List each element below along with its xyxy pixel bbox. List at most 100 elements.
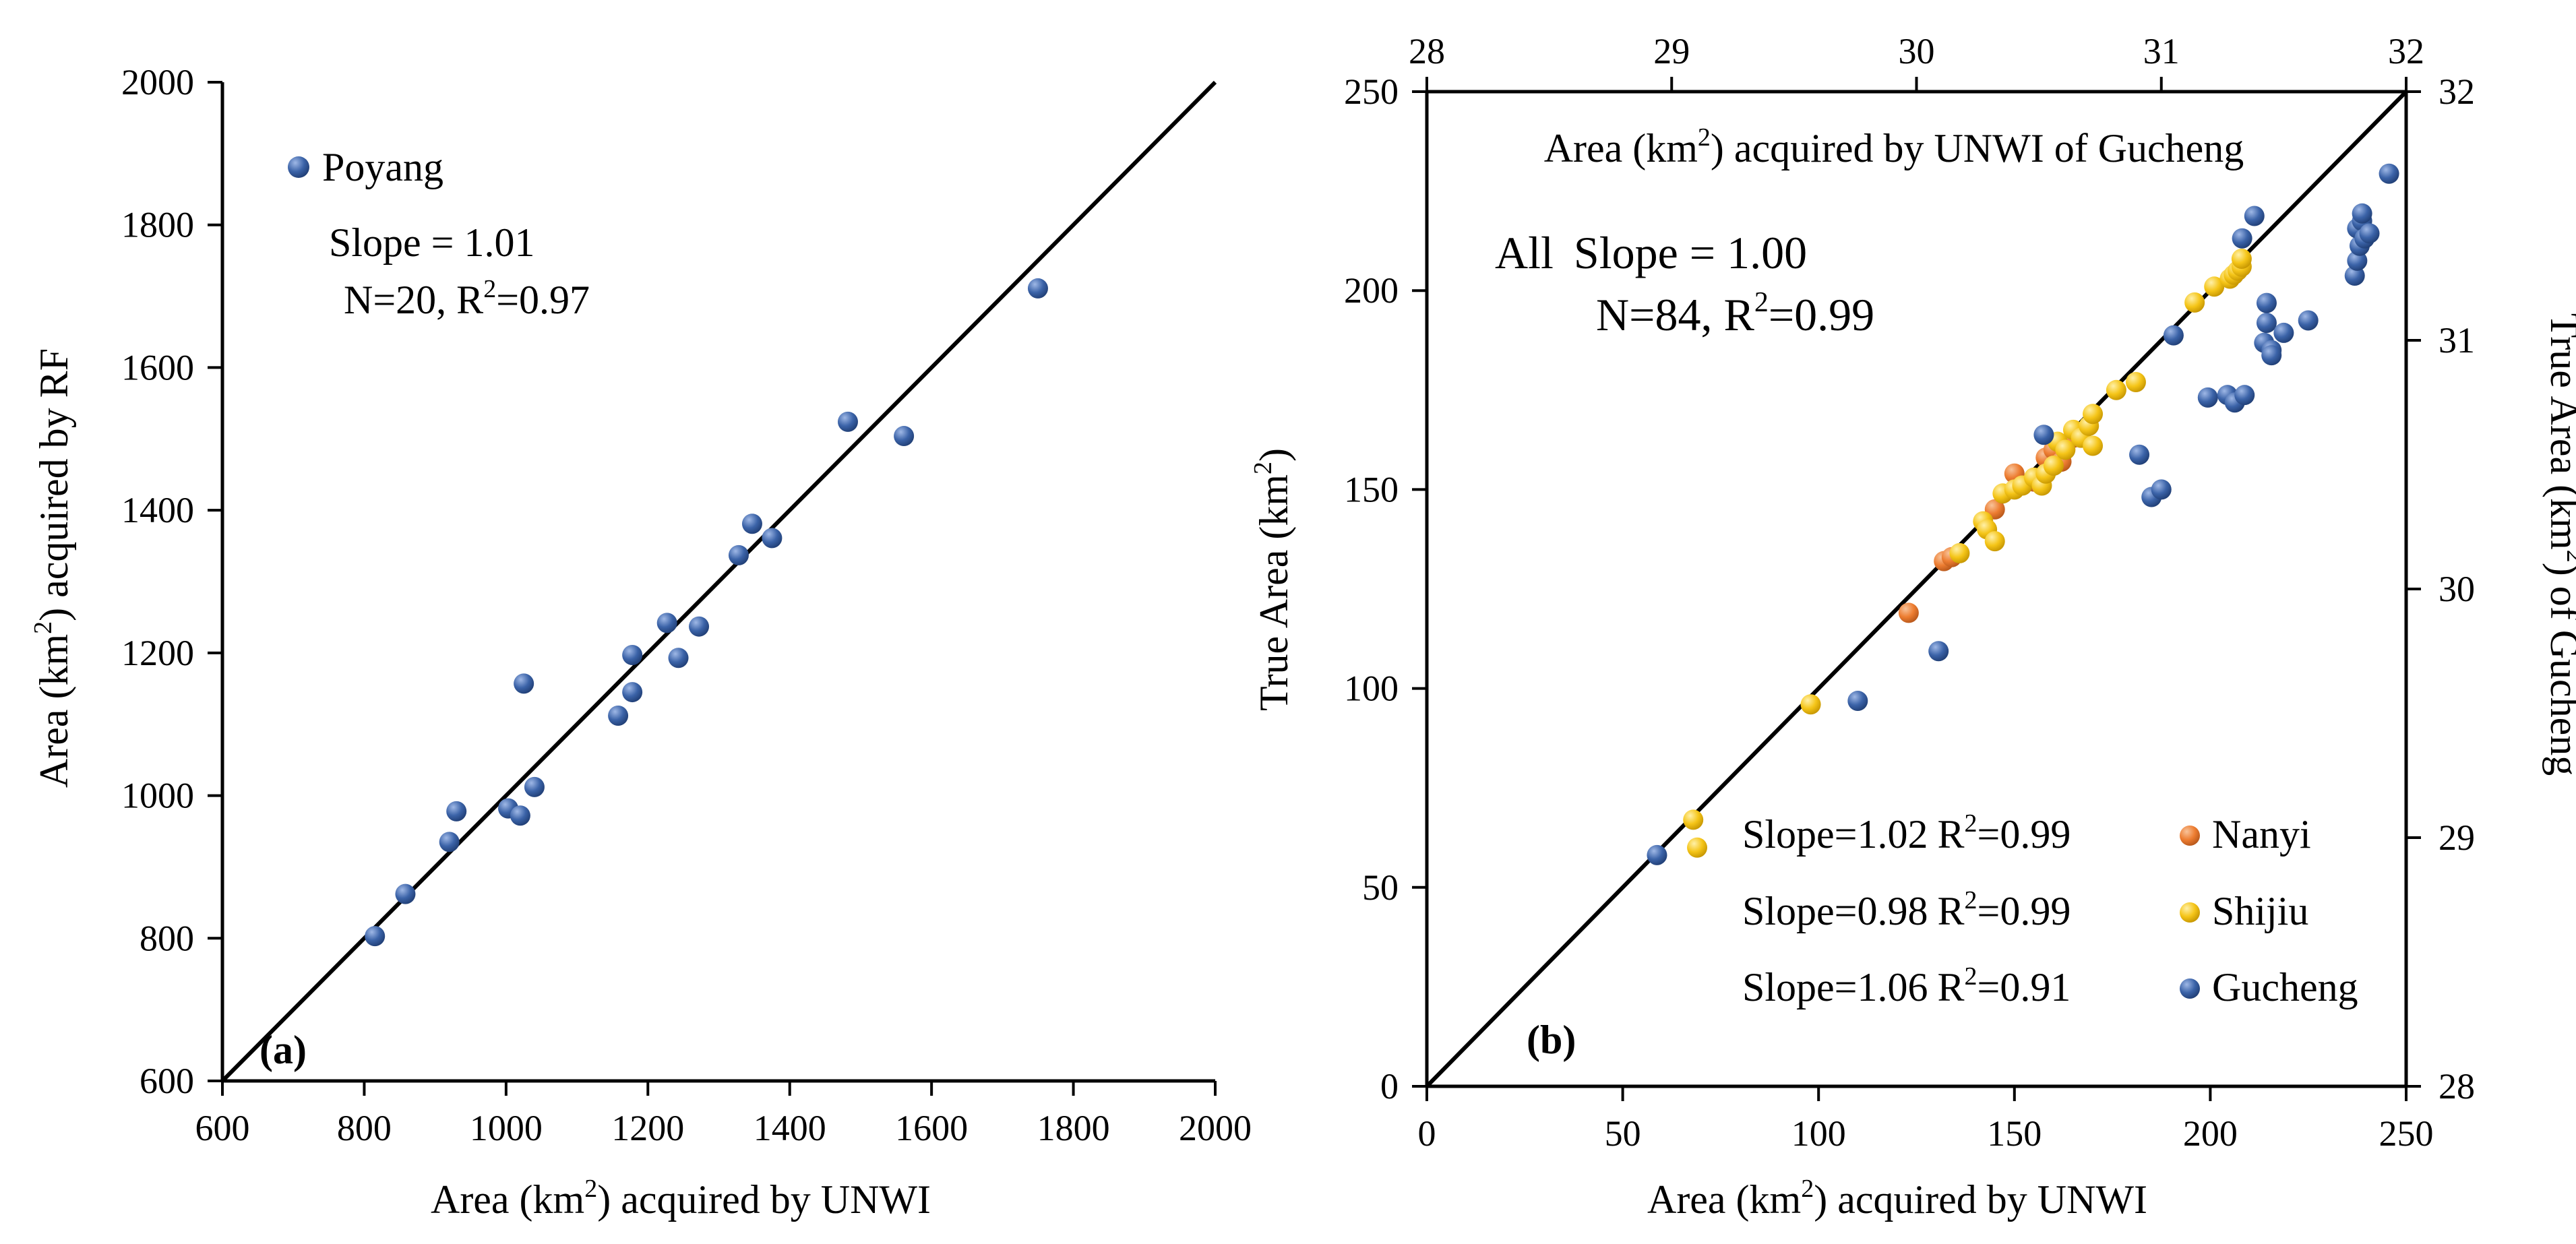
panel-b-point-shijiu [1949,542,1970,563]
panel-a-y-tick-label: 800 [140,918,194,958]
panel-a-x-tick-label: 1600 [895,1108,968,1148]
panel-b-point-shijiu [1984,531,2005,552]
panel-b-point-gucheng [2151,479,2172,500]
panel-a-legend-marker [288,156,309,178]
panel-a-x-tick-label: 1400 [754,1108,826,1148]
panel-b-point-gucheng [2129,444,2150,465]
panel-a-point-poyang [365,926,386,947]
panel-a-legend-label: Poyang [322,145,443,189]
panel-b-x-tick-label: 250 [2379,1113,2434,1154]
panel-a-point-poyang [1027,278,1048,299]
panel-a-y-tick-label: 1600 [121,347,194,387]
panel-a-x-tick-label: 1800 [1037,1108,1110,1148]
panel-a-y-tick-label: 1000 [121,776,194,816]
panel-a-y-tick-label: 1800 [121,205,194,245]
panel-b-y-tick-label: 50 [1362,867,1399,908]
panel-b-right-tick-label: 29 [2439,817,2475,858]
panel-b-point-gucheng [2347,250,2368,271]
panel-b-point-gucheng [2244,206,2265,226]
panel-b-y-tick-label: 0 [1380,1066,1399,1107]
panel-b-top-tick-label: 30 [1899,31,1935,71]
panel-a-x-axis-label: Area (km2) acquired by UNWI [431,1175,931,1222]
panel-a-x-tick-label: 800 [337,1108,392,1148]
panel-b-top-axis-label: Area (km2) acquired by UNWI of Gucheng [1544,123,2244,170]
panel-b-top-tick-label: 28 [1409,31,1445,71]
panel-a-point-poyang [395,883,416,904]
panel-b-point-shijiu [2125,371,2146,392]
panel-b-point-gucheng [1928,641,1949,662]
panel-b-label: (b) [1527,1018,1576,1062]
panel-a-point-poyang [608,706,629,726]
panel-b-point-gucheng [2163,325,2184,346]
panel-b-x-tick-label: 50 [1605,1113,1641,1154]
panel-a-x-tick-label: 600 [195,1108,250,1148]
panel-b-right-axis-label: True Area (km2) of Gucheng [2542,313,2576,776]
panel-b-y-tick-label: 200 [1344,270,1399,311]
panel-a-point-poyang [762,528,783,549]
panel-a-point-poyang [446,801,467,821]
panel-b-point-gucheng [2298,310,2319,331]
panel-b-y-tick-label: 100 [1344,668,1399,709]
panel-b-point-gucheng [2033,425,2054,445]
panel-a-point-poyang [837,411,858,432]
panel-b-point-shijiu [2231,248,2252,269]
panel-a-point-poyang [656,613,677,633]
panel-a-y-tick-label: 2000 [121,62,194,102]
panel-b-point-shijiu [2043,455,2064,476]
panel-b-point-gucheng [2359,223,2380,244]
panel-a-point-poyang [622,682,643,703]
panel-b-y-axis-label: True Area (km2) [1249,448,1296,711]
panel-b-point-gucheng [2344,266,2365,286]
panel-a: 600 800 1000 1200 1400 1600 1800 2000 600 800 1000… [29,62,1252,1222]
legend-shijiu-marker [2180,902,2200,923]
panel-b-point-gucheng [2197,387,2218,408]
panel-b-point-shijiu [2083,435,2104,456]
panel-b-right-tick-label: 32 [2439,71,2475,112]
panel-b-right-tick-label: 31 [2439,320,2475,361]
legend-nanyi-fit: Slope=1.02 R2=0.99 [1742,809,2071,857]
panel-a-point-poyang [622,645,643,666]
panel-b-x-tick-label: 150 [1987,1113,2042,1154]
panel-b-top-tick-label: 32 [2388,31,2424,71]
panel-b-point-gucheng [2379,163,2399,184]
legend-gucheng-marker [2180,978,2200,999]
panel-a-x-tick-label: 1200 [611,1108,684,1148]
panel-b-top-tick-label: 31 [2143,31,2180,71]
panel-b-legend: Slope=1.02 R2=0.99 Nanyi Slope=0.98 R2=0.9… [1742,809,2358,1009]
panel-b-point-gucheng [2261,345,2282,366]
panel-a-tick-labels: 600 800 1000 1200 1400 1600 1800 2000 600 800 1000… [121,62,1252,1148]
legend-gucheng-label: Gucheng [2212,965,2358,1009]
panel-b-point-nanyi [1898,602,1919,623]
legend-nanyi-label: Nanyi [2212,812,2311,857]
panel-b-point-shijiu [2204,276,2225,297]
panel-b-point-gucheng [2234,385,2255,406]
panel-b-stats-annotation: N=84, R2=0.99 [1596,287,1874,340]
legend-shijiu-label: Shijiu [2212,889,2308,933]
panel-b-point-gucheng [1647,844,1667,865]
panel-a-point-poyang [689,616,710,637]
panel-a-point-poyang [668,648,689,668]
panel-a-point-poyang [514,673,534,694]
panel-a-point-poyang [524,776,545,797]
panel-b-right-tick-label: 30 [2439,569,2475,609]
panel-a-point-poyang [728,545,749,565]
panel-b-point-shijiu [1683,809,1704,830]
panel-a-y-axis-label: Area (km2) acquired by RF [29,348,76,788]
panel-a-x-tick-label: 1000 [470,1108,543,1148]
panel-b-point-shijiu [1800,694,1821,715]
panel-b-x-axis-label: Area (km2) acquired by UNWI [1647,1175,2147,1222]
panel-b-top-tick-label: 29 [1653,31,1690,71]
panel-a-x-tick-label: 2000 [1179,1108,1252,1148]
panel-a-points [365,278,1048,947]
panel-a-point-poyang [510,805,530,826]
panel-a-one-to-one-line [220,80,1217,1083]
legend-gucheng-fit: Slope=1.06 R2=0.91 [1742,962,2071,1009]
panel-b-point-shijiu [2106,379,2126,400]
panel-b-point-gucheng [2256,292,2277,313]
panel-b-point-gucheng [2232,228,2252,249]
panel-b-all-annotation: All Slope = 1.00 [1495,227,1807,278]
panel-b-x-tick-label: 100 [1791,1113,1846,1154]
